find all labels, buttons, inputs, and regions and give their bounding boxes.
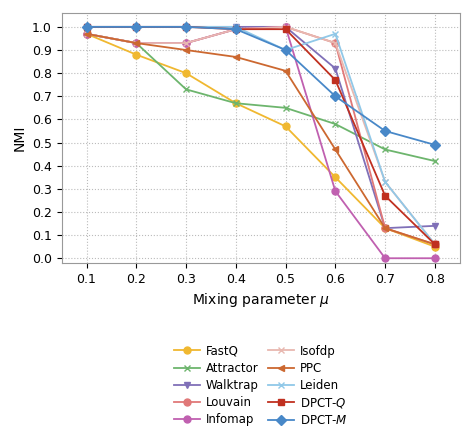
PPC (332, 147, 338, 152)
FastQ (233, 100, 238, 106)
Leiden (283, 47, 288, 52)
DPCT-M (283, 47, 288, 52)
DPCT-Q (283, 26, 288, 32)
DPCT-M (83, 24, 89, 29)
Attractor (183, 87, 189, 92)
Isofdp (332, 40, 338, 45)
DPCT-M (183, 24, 189, 29)
Line: Infomap: Infomap (83, 23, 438, 262)
Leiden (183, 24, 189, 29)
Line: Louvain: Louvain (83, 23, 438, 248)
PPC (432, 242, 438, 247)
Line: Leiden: Leiden (83, 23, 438, 248)
PPC (283, 68, 288, 74)
Leiden (134, 24, 139, 29)
Louvain (183, 40, 189, 45)
Isofdp (83, 31, 89, 36)
DPCT-M (332, 94, 338, 99)
Isofdp (233, 26, 238, 32)
DPCT-M (432, 142, 438, 148)
FastQ (432, 244, 438, 249)
Line: PPC: PPC (83, 30, 438, 248)
Infomap (183, 40, 189, 45)
Infomap (83, 31, 89, 36)
Walktrap (83, 24, 89, 29)
Attractor (332, 121, 338, 126)
FastQ (83, 31, 89, 36)
Leiden (432, 242, 438, 247)
DPCT-Q (382, 193, 388, 198)
DPCT-Q (233, 26, 238, 32)
PPC (134, 40, 139, 45)
Y-axis label: NMI: NMI (12, 125, 27, 151)
Louvain (233, 26, 238, 32)
Leiden (332, 31, 338, 36)
Line: Walktrap: Walktrap (83, 23, 438, 232)
DPCT-Q (332, 78, 338, 83)
Infomap (432, 255, 438, 261)
Line: DPCT-M: DPCT-M (83, 23, 438, 149)
Infomap (233, 26, 238, 32)
Walktrap (382, 226, 388, 231)
Louvain (83, 31, 89, 36)
Walktrap (233, 24, 238, 29)
Louvain (382, 226, 388, 231)
Line: Isofdp: Isofdp (83, 23, 438, 248)
Walktrap (183, 24, 189, 29)
Attractor (134, 40, 139, 45)
PPC (83, 31, 89, 36)
Louvain (432, 242, 438, 247)
Walktrap (332, 66, 338, 71)
Infomap (134, 40, 139, 45)
Attractor (283, 105, 288, 110)
Attractor (83, 31, 89, 36)
FastQ (332, 174, 338, 180)
DPCT-Q (432, 242, 438, 247)
DPCT-M (382, 129, 388, 134)
Infomap (283, 24, 288, 29)
Leiden (382, 179, 388, 184)
Walktrap (283, 24, 288, 29)
DPCT-Q (183, 24, 189, 29)
Leiden (233, 24, 238, 29)
DPCT-Q (83, 24, 89, 29)
Legend: FastQ, Attractor, Walktrap, Louvain, Infomap, Isofdp, PPC, Leiden, DPCT-$Q$, DPC: FastQ, Attractor, Walktrap, Louvain, Inf… (174, 345, 347, 427)
FastQ (183, 71, 189, 76)
Isofdp (432, 242, 438, 247)
DPCT-Q (134, 24, 139, 29)
Walktrap (432, 223, 438, 229)
Isofdp (382, 179, 388, 184)
DPCT-M (233, 26, 238, 32)
Louvain (134, 40, 139, 45)
Louvain (332, 40, 338, 45)
FastQ (382, 226, 388, 231)
Isofdp (183, 40, 189, 45)
Line: DPCT-Q: DPCT-Q (83, 23, 438, 248)
Isofdp (283, 24, 288, 29)
X-axis label: Mixing parameter $\mu$: Mixing parameter $\mu$ (192, 291, 329, 309)
Isofdp (134, 40, 139, 45)
FastQ (283, 124, 288, 129)
DPCT-M (134, 24, 139, 29)
Attractor (432, 158, 438, 164)
Attractor (233, 100, 238, 106)
Louvain (283, 24, 288, 29)
Walktrap (134, 24, 139, 29)
Line: Attractor: Attractor (83, 30, 438, 165)
Line: FastQ: FastQ (83, 30, 438, 250)
FastQ (134, 52, 139, 57)
Attractor (382, 147, 388, 152)
PPC (183, 47, 189, 52)
Leiden (83, 24, 89, 29)
PPC (382, 226, 388, 231)
Infomap (382, 255, 388, 261)
Infomap (332, 188, 338, 194)
PPC (233, 55, 238, 60)
